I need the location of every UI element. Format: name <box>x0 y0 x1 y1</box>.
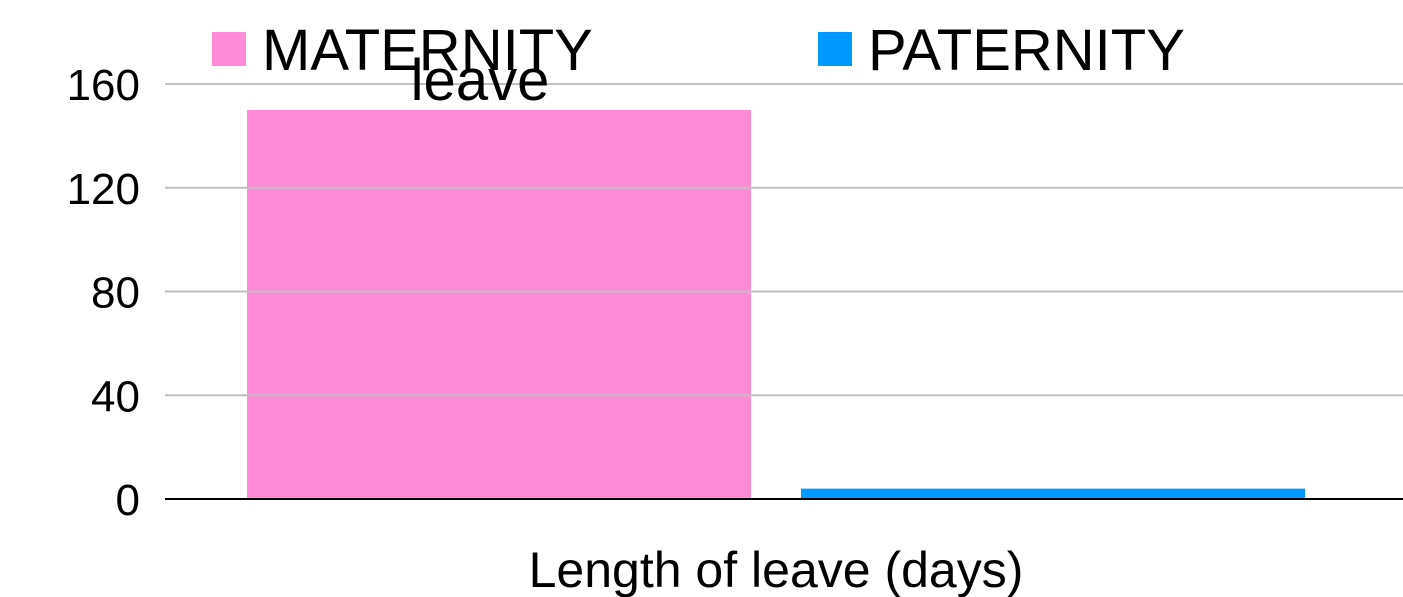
legend-swatch <box>212 32 246 66</box>
y-tick-label: 80 <box>91 269 140 318</box>
legend-label: MATERNITY <box>262 18 593 83</box>
y-tick-label: 120 <box>67 165 140 214</box>
legend-label: PATERNITY <box>868 18 1185 83</box>
y-tick-label: 0 <box>116 476 140 525</box>
chart-title: leave <box>411 48 550 113</box>
bar <box>801 488 1305 499</box>
legend-swatch <box>818 32 852 66</box>
y-tick-label: 40 <box>91 372 140 421</box>
y-tick-label: 160 <box>67 61 140 110</box>
x-tick-label: Length of leave (days) <box>529 542 1024 597</box>
bar <box>247 109 751 499</box>
